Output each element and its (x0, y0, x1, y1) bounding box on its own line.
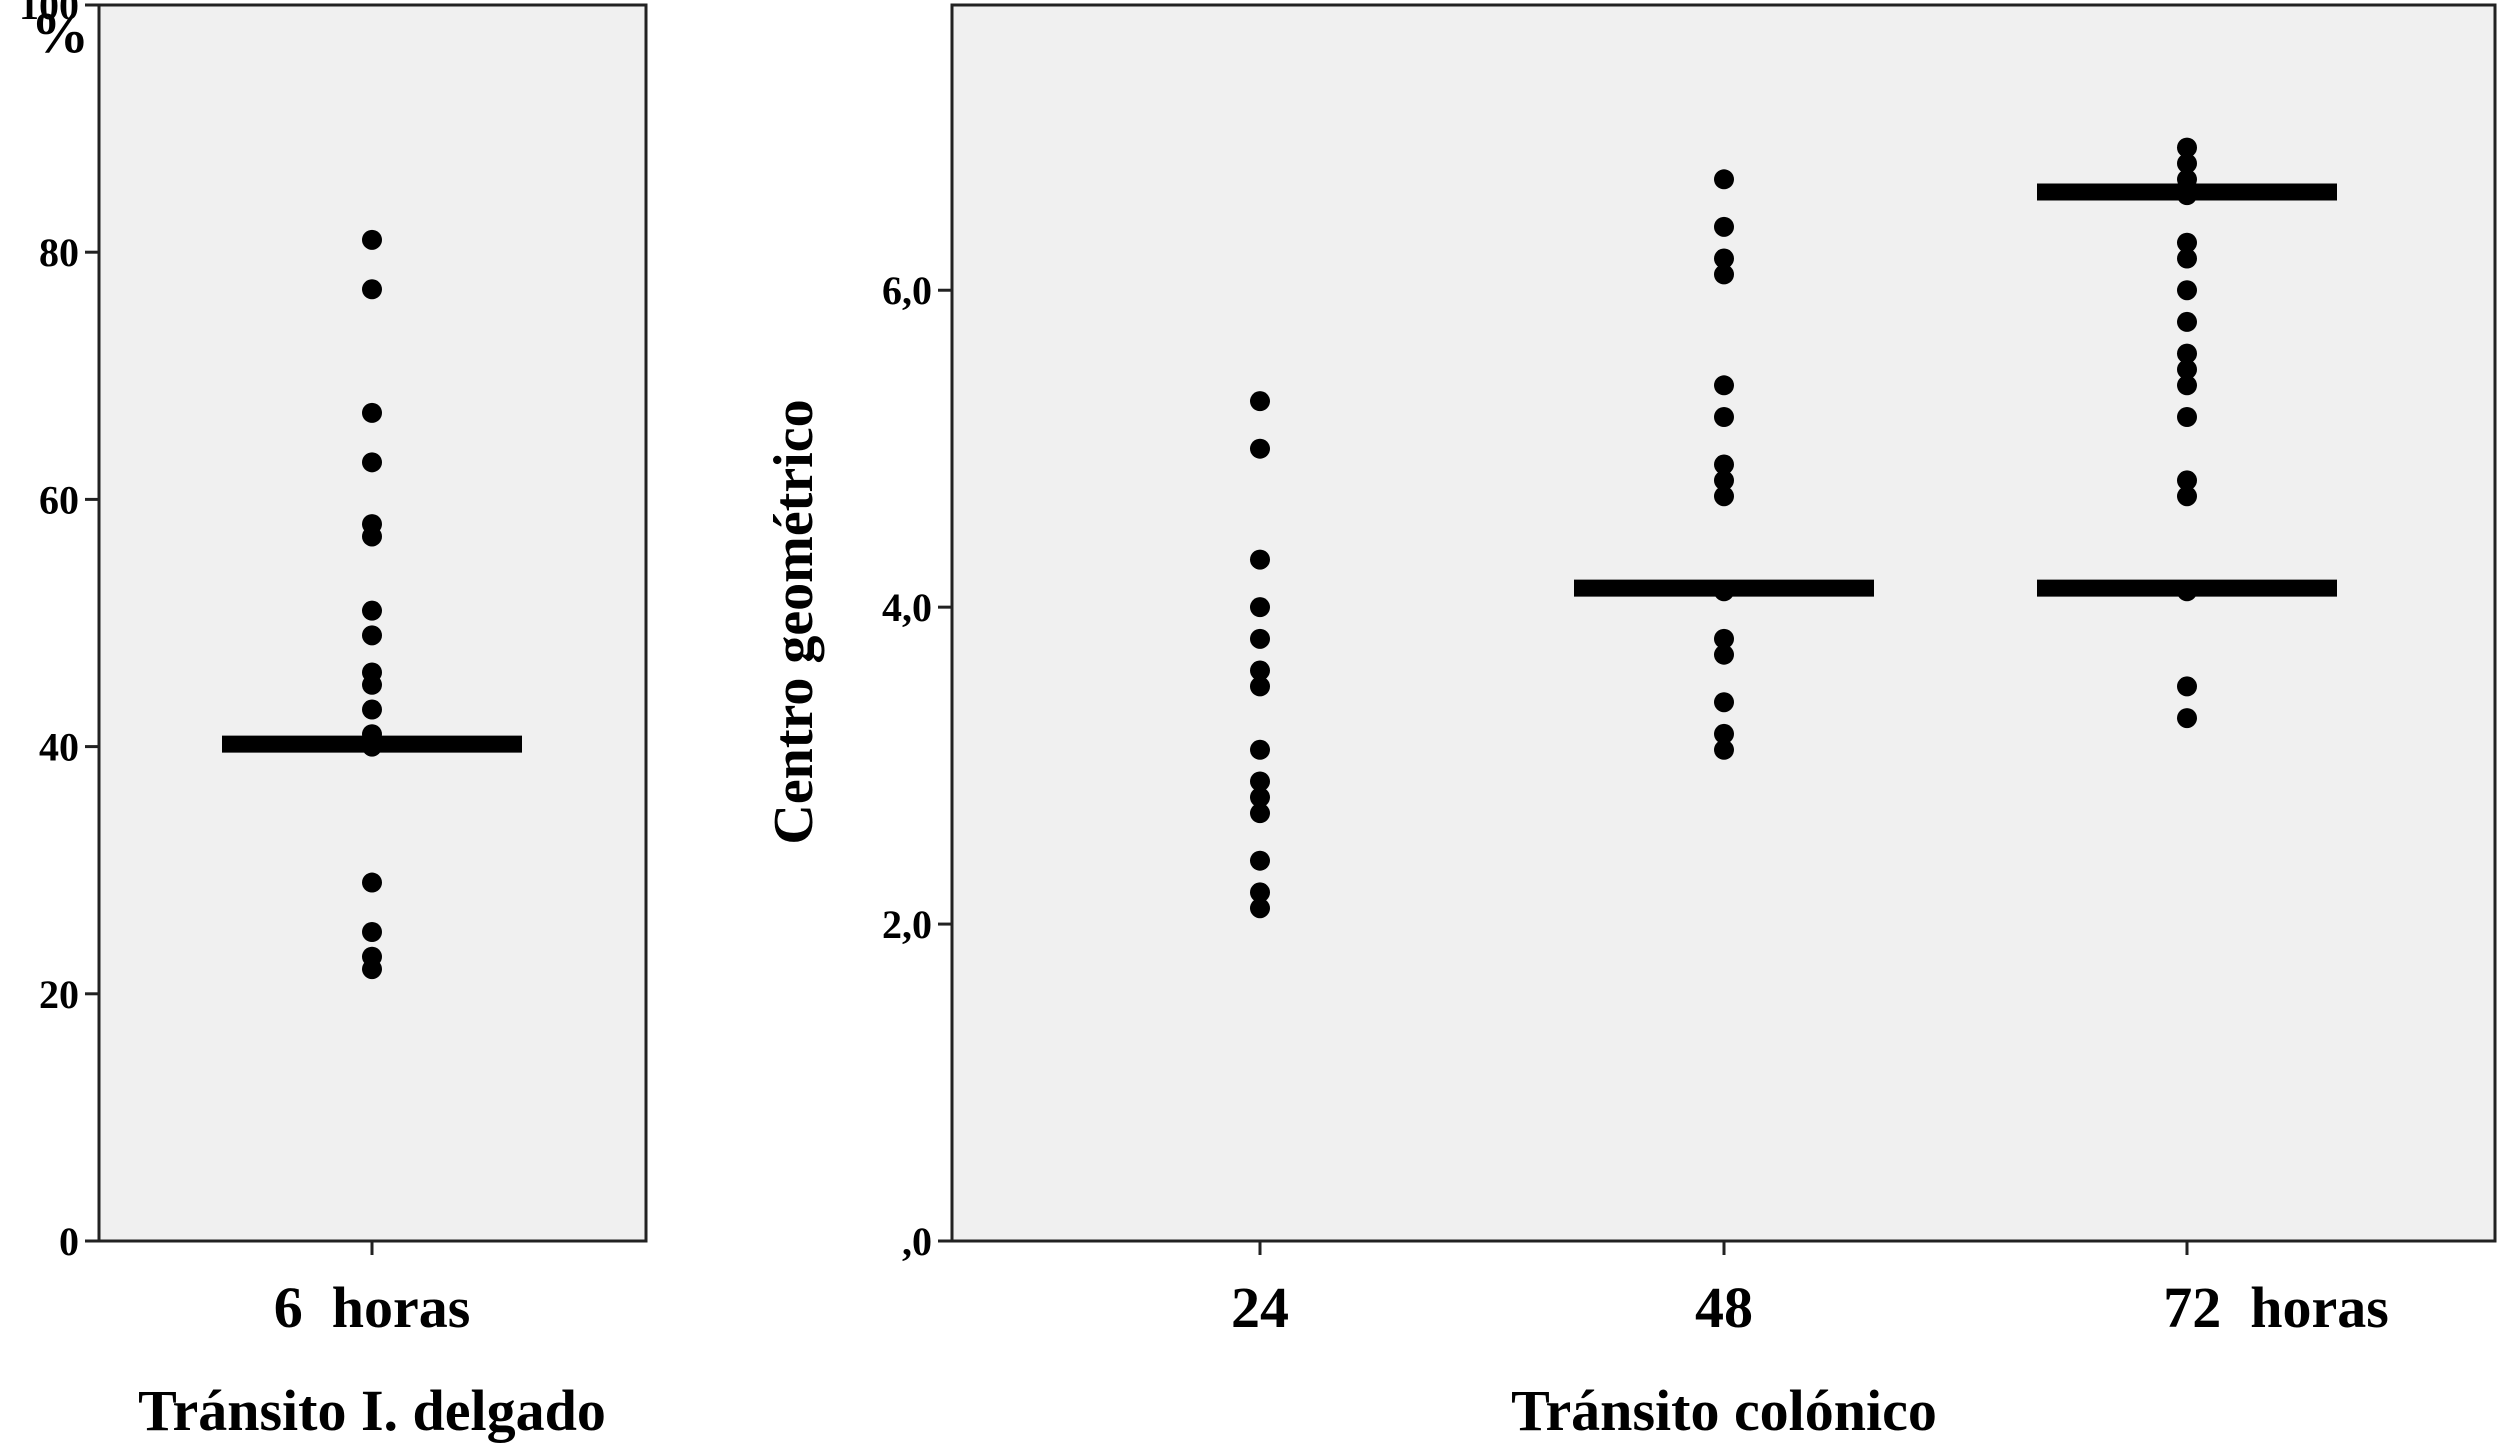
data-point (1714, 739, 1734, 760)
data-point (2177, 153, 2197, 174)
panel-small-bowel: % 6 horas Tránsito I. delgado 0 20 40 60 80 1… (19, 0, 648, 1443)
y-tick-label: 100 (19, 0, 79, 28)
data-point (1250, 850, 1270, 871)
data-point (362, 872, 382, 893)
data-point (362, 402, 382, 423)
data-point (1714, 644, 1734, 665)
data-points-colonic (1250, 137, 2197, 919)
data-point (1714, 216, 1734, 237)
data-point (1250, 628, 1270, 649)
data-point (362, 600, 382, 621)
data-point (2177, 280, 2197, 301)
data-point (1714, 486, 1734, 507)
data-point (1250, 898, 1270, 919)
data-point (2177, 375, 2197, 396)
y-axis-label-centro-geometrico: Centro geométrico (763, 399, 825, 844)
data-point (2177, 581, 2197, 602)
data-point (1714, 581, 1734, 602)
data-point (2177, 185, 2197, 206)
y-tick-label: 40 (39, 725, 79, 770)
y-tick-label: ,0 (902, 1219, 932, 1264)
data-point (362, 736, 382, 757)
data-point (1250, 597, 1270, 618)
data-point (1250, 676, 1270, 697)
y-tick-label: 2,0 (882, 902, 932, 947)
data-point (1250, 660, 1270, 681)
data-point (2177, 676, 2197, 697)
y-tick-label: 20 (39, 972, 79, 1017)
data-point (2177, 169, 2197, 190)
data-point (1714, 628, 1734, 649)
y-tick-label: 60 (39, 477, 79, 522)
data-point (2177, 470, 2197, 491)
data-point (2177, 359, 2197, 380)
data-point (2177, 486, 2197, 507)
data-point (1250, 787, 1270, 808)
panel-colonic: Centro geométrico 24 48 72 horas Tránsit… (763, 3, 2497, 1443)
data-point (1714, 723, 1734, 744)
data-point (2177, 311, 2197, 332)
y-tick-label: 4,0 (882, 585, 932, 630)
category-label-48: 48 (1695, 1275, 1753, 1340)
data-point (1250, 882, 1270, 903)
y-tick-label: 0 (59, 1219, 79, 1264)
data-point (1714, 169, 1734, 190)
data-point (1250, 391, 1270, 412)
data-point (2177, 232, 2197, 253)
chart-title-colonic: Tránsito colónico (1511, 1378, 1937, 1443)
data-point (2177, 343, 2197, 364)
data-point (2177, 137, 2197, 158)
data-point (1250, 438, 1270, 459)
data-point (362, 922, 382, 942)
data-point (362, 959, 382, 980)
data-point (2177, 708, 2197, 729)
data-point (1714, 375, 1734, 396)
data-point (1714, 454, 1734, 475)
data-point (1714, 407, 1734, 427)
data-point (362, 279, 382, 300)
plot-area-colonic (950, 3, 2497, 1243)
data-point (1250, 739, 1270, 760)
data-point (1250, 803, 1270, 824)
y-axis-label-percent: % (31, 0, 89, 65)
data-point (362, 699, 382, 720)
data-point (362, 452, 382, 473)
data-point (1714, 470, 1734, 491)
plot-area-small-bowel (97, 3, 648, 1243)
y-tick-label: 80 (39, 230, 79, 275)
data-point (1714, 264, 1734, 285)
data-point (1714, 248, 1734, 269)
y-axis-ticks-small-bowel: 0 20 40 60 80 100 (19, 0, 374, 1264)
data-point (362, 229, 382, 250)
data-points-small-bowel (362, 229, 382, 980)
chart-title-small-bowel: Tránsito I. delgado (138, 1378, 606, 1443)
data-point (1714, 692, 1734, 713)
category-label-24: 24 (1231, 1275, 1289, 1340)
data-point (1250, 549, 1270, 570)
data-point (1250, 771, 1270, 792)
data-point (362, 526, 382, 547)
data-point (2177, 248, 2197, 269)
y-axis-ticks-colonic: ,0 2,0 4,0 6,0 (882, 268, 2189, 1264)
data-point (362, 625, 382, 646)
data-point (362, 674, 382, 695)
category-label-6-horas: 6 horas (274, 1275, 471, 1340)
data-point (2177, 407, 2197, 427)
y-tick-label: 6,0 (882, 268, 932, 313)
category-label-72-horas: 72 horas (2163, 1275, 2389, 1340)
